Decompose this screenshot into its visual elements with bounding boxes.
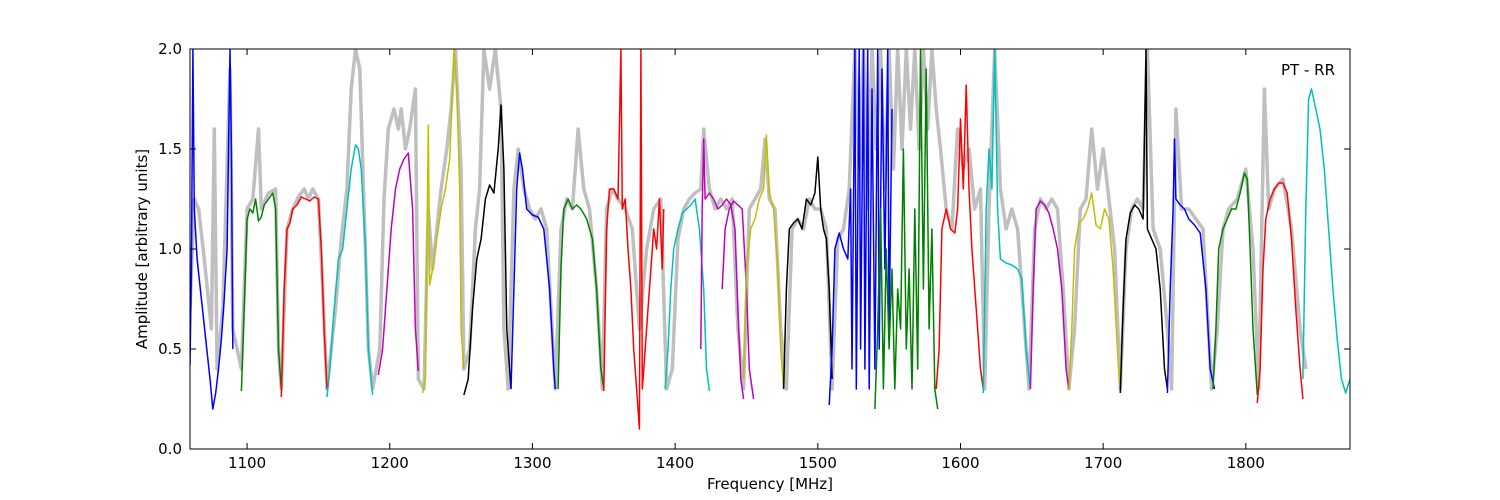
series-line-12 xyxy=(700,138,745,400)
series-line-22 xyxy=(1119,49,1169,394)
series-line-6 xyxy=(421,49,465,394)
series-line-7 xyxy=(463,104,512,396)
x-tick-label: 1700 xyxy=(1084,454,1122,472)
series-line-17 xyxy=(874,49,939,410)
x-axis-label: Frequency [MHz] xyxy=(707,475,833,493)
y-axis-label: Amplitude [arbitrary units] xyxy=(133,149,151,349)
series-line-14 xyxy=(742,134,785,390)
x-tick-label: 1400 xyxy=(656,454,694,472)
x-tick-label: 1100 xyxy=(228,454,266,472)
series-line-18 xyxy=(935,84,985,390)
series-line-15 xyxy=(782,156,833,390)
series-line-20 xyxy=(1029,200,1070,390)
series-layer xyxy=(190,49,1350,430)
y-tick-label: 1.5 xyxy=(158,140,182,158)
series-line-5 xyxy=(377,152,420,376)
y-tick-label: 0.0 xyxy=(158,440,182,458)
x-tick-label: 1500 xyxy=(799,454,837,472)
y-tick-label: 2.0 xyxy=(158,40,182,58)
series-line-21 xyxy=(1068,192,1122,390)
chart-annotation: PT - RR xyxy=(1281,61,1335,79)
x-tick-label: 1200 xyxy=(371,454,409,472)
series-line-10 xyxy=(603,49,665,430)
series-line-24 xyxy=(1212,172,1259,396)
series-line-11 xyxy=(664,198,711,392)
series-line-16 xyxy=(828,49,893,406)
x-axis-ticks: 1100 1200 1300 1400 1500 1600 1700 1800 xyxy=(228,49,1265,472)
series-line-23 xyxy=(1166,138,1216,394)
x-tick-label: 1800 xyxy=(1227,454,1265,472)
x-tick-label: 1300 xyxy=(513,454,551,472)
series-line-25 xyxy=(1256,182,1304,404)
series-line-19 xyxy=(982,49,1032,394)
x-tick-label: 1600 xyxy=(941,454,979,472)
series-line-2 xyxy=(240,192,283,392)
series-line-9 xyxy=(557,198,605,390)
series-line-13 xyxy=(721,200,755,400)
series-line-1 xyxy=(190,49,234,410)
y-axis-ticks: 0.0 0.5 1.0 1.5 2.0 xyxy=(158,40,1350,458)
y-tick-label: 0.5 xyxy=(158,340,182,358)
series-line-26 xyxy=(1302,88,1350,394)
series-line-8 xyxy=(510,152,557,390)
series-line-3 xyxy=(280,196,328,398)
series-line-4 xyxy=(326,144,374,398)
y-tick-label: 1.0 xyxy=(158,240,182,258)
